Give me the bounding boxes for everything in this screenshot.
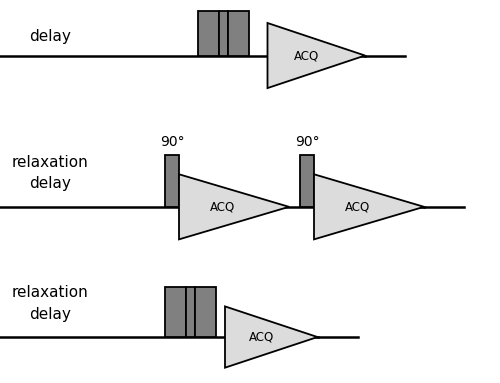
Polygon shape (314, 174, 424, 239)
Polygon shape (268, 23, 365, 88)
Bar (300, 155, 314, 207)
Bar (195, 287, 216, 337)
Bar (218, 11, 228, 56)
Text: 90°: 90° (294, 135, 320, 149)
Bar (228, 11, 248, 56)
Text: delay: delay (29, 176, 71, 192)
Text: delay: delay (29, 306, 71, 322)
Polygon shape (225, 306, 318, 368)
Polygon shape (179, 174, 289, 239)
Text: relaxation: relaxation (12, 155, 88, 170)
Text: ACQ: ACQ (294, 49, 319, 62)
Text: ACQ: ACQ (346, 200, 370, 213)
Bar (198, 11, 218, 56)
Text: ACQ: ACQ (210, 200, 236, 213)
Text: relaxation: relaxation (12, 285, 88, 301)
Bar (165, 155, 179, 207)
Bar (186, 287, 195, 337)
Text: ACQ: ACQ (250, 331, 274, 344)
Text: 90°: 90° (160, 135, 184, 149)
Text: delay: delay (29, 29, 71, 44)
Bar (165, 287, 186, 337)
